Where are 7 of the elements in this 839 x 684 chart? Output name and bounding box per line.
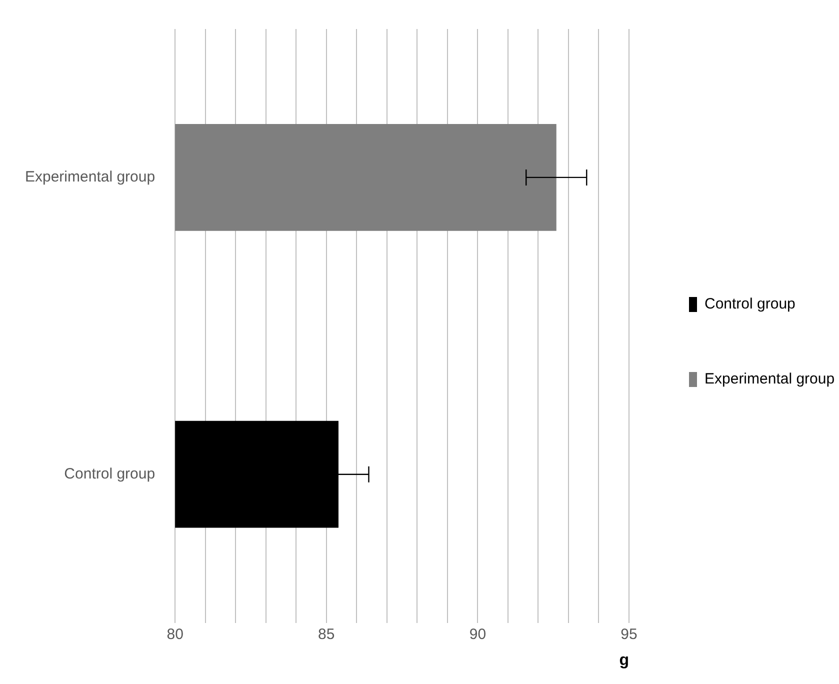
x-tick-label: 85 <box>318 626 335 643</box>
x-tick-label: 95 <box>620 626 638 643</box>
legend-label: Control group <box>704 296 796 313</box>
legend-label: Experimental group <box>704 370 835 388</box>
x-axis-title: g <box>619 652 629 669</box>
x-tick-label: 90 <box>469 626 486 643</box>
x-tick-label: 80 <box>166 626 184 643</box>
